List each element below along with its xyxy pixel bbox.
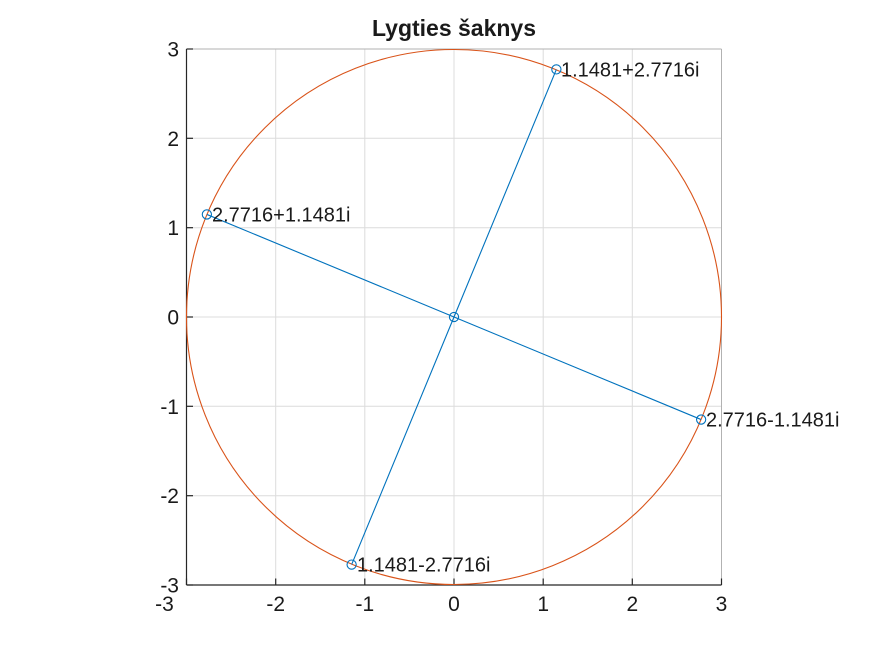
svg-text:2.7716-1.1481i: 2.7716-1.1481i xyxy=(706,410,839,432)
svg-text:1: 1 xyxy=(167,217,179,240)
svg-text:2: 2 xyxy=(626,593,638,616)
svg-text:3: 3 xyxy=(167,39,179,62)
svg-text:2.7716+1.1481i: 2.7716+1.1481i xyxy=(212,205,350,227)
svg-text:-3: -3 xyxy=(155,593,174,616)
svg-text:1.1481+2.7716i: 1.1481+2.7716i xyxy=(561,60,699,82)
svg-text:-1: -1 xyxy=(160,396,179,419)
svg-text:-2: -2 xyxy=(160,485,179,508)
svg-text:3: 3 xyxy=(716,593,728,616)
svg-text:1: 1 xyxy=(537,593,549,616)
svg-text:-2: -2 xyxy=(266,593,285,616)
svg-text:Lygties šaknys: Lygties šaknys xyxy=(372,15,536,41)
svg-text:2: 2 xyxy=(167,128,179,151)
svg-text:-1: -1 xyxy=(355,593,374,616)
svg-text:0: 0 xyxy=(448,593,460,616)
svg-text:1.1481-2.7716i: 1.1481-2.7716i xyxy=(357,555,490,577)
svg-text:0: 0 xyxy=(167,307,179,330)
